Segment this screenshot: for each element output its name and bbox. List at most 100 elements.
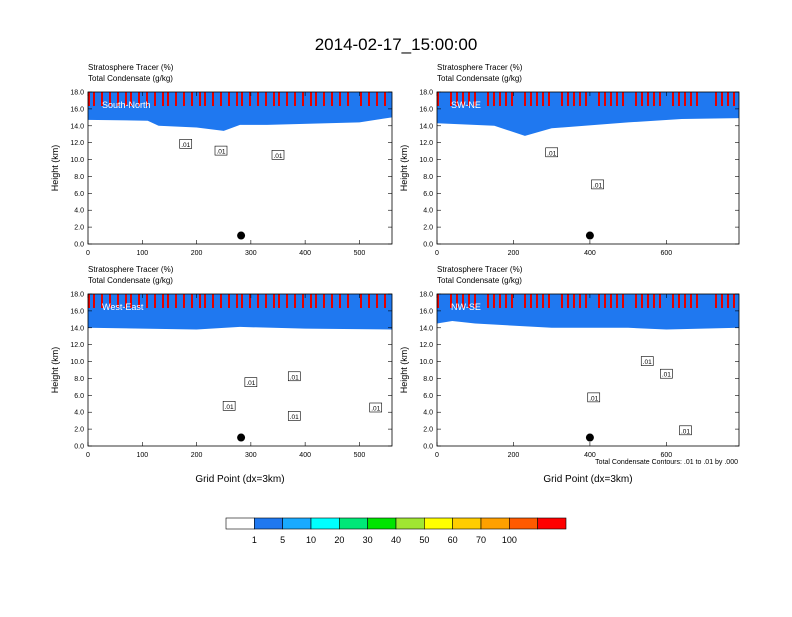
x-tick-label: 400 xyxy=(584,452,596,459)
panel-label-tracer: Stratosphere Tracer (%) xyxy=(88,63,174,72)
y-tick-label: 0.0 xyxy=(423,444,433,451)
contour-label: .01 xyxy=(589,395,598,402)
y-tick-label: 8.0 xyxy=(74,376,84,383)
tracer-stripe xyxy=(536,92,538,106)
tracer-band xyxy=(88,92,392,131)
tracer-stripe xyxy=(368,294,370,308)
tracer-stripe xyxy=(598,294,600,308)
contour-label-box xyxy=(244,377,258,387)
colorbar-swatch xyxy=(480,517,510,530)
colorbar-label: 5 xyxy=(280,535,285,545)
y-tick-label: 16.0 xyxy=(70,308,84,315)
x-tick-label: 100 xyxy=(136,452,148,459)
y-tick-label: 6.0 xyxy=(423,393,433,400)
tracer-stripe xyxy=(199,92,201,106)
contour-label-box xyxy=(640,356,654,366)
x-tick-label: 300 xyxy=(245,452,257,459)
tracer-stripe xyxy=(162,92,164,106)
y-tick-label: 16.0 xyxy=(70,106,84,113)
colorbar-swatch xyxy=(254,517,283,530)
panel-label-tracer: Stratosphere Tracer (%) xyxy=(88,265,174,274)
tracer-stripe xyxy=(175,92,177,106)
y-tick-label: 16.0 xyxy=(419,106,433,113)
location-marker xyxy=(585,433,594,442)
contour-label-box xyxy=(545,147,558,158)
panel-label-condensate: Total Condensate (g/kg) xyxy=(437,276,522,285)
tracer-stripe xyxy=(524,294,526,308)
tracer-stripe xyxy=(294,92,296,106)
panel-label-condensate: Total Condensate (g/kg) xyxy=(88,74,173,83)
tracer-stripe xyxy=(727,92,729,106)
tracer-stripe xyxy=(241,294,243,308)
tracer-stripe xyxy=(204,92,206,106)
tracer-stripe xyxy=(715,92,717,106)
tracer-stripe xyxy=(236,294,238,308)
y-tick-label: 8.0 xyxy=(423,174,433,181)
tracer-stripe xyxy=(474,92,476,106)
contour-label: .01 xyxy=(216,149,225,156)
tracer-stripe xyxy=(678,92,680,106)
tracer-stripe xyxy=(93,92,95,106)
tracer-stripe xyxy=(278,92,280,106)
tracer-stripe xyxy=(265,92,267,106)
y-tick-label: 4.0 xyxy=(74,208,84,215)
footer-note: Total Condensate Contours: .01 to .01 by… xyxy=(595,459,738,466)
tracer-stripe xyxy=(162,294,164,308)
tracer-stripe xyxy=(641,92,643,106)
colorbar-swatch xyxy=(282,517,312,530)
y-tick-label: 0.0 xyxy=(74,444,84,451)
tracer-stripe xyxy=(690,294,692,308)
tracer-stripe xyxy=(286,92,288,106)
tracer-stripe xyxy=(323,294,325,308)
contour-label: .01 xyxy=(371,406,380,413)
tracer-stripe xyxy=(622,92,624,106)
y-tick-label: 18.0 xyxy=(70,292,84,299)
panel-2: Stratosphere Tracer (%) Total Condensate … xyxy=(50,265,393,485)
tracer-stripe xyxy=(360,92,362,106)
tracer-stripe xyxy=(499,92,501,106)
tracer-stripe xyxy=(220,92,222,106)
tracer-stripe xyxy=(524,92,526,106)
tracer-stripe xyxy=(278,294,280,308)
y-tick-label: 14.0 xyxy=(419,325,433,332)
tracer-stripe xyxy=(493,294,495,308)
tracer-stripe xyxy=(678,294,680,308)
tracer-stripe xyxy=(339,92,341,106)
y-tick-label: 10.0 xyxy=(419,359,433,366)
panel-name: West-East xyxy=(102,302,144,312)
tracer-stripe xyxy=(212,294,214,308)
tracer-stripe xyxy=(437,92,439,106)
x-tick-label: 100 xyxy=(136,250,148,257)
tracer-stripe xyxy=(257,294,259,308)
x-axis-label: Grid Point (dx=3km) xyxy=(543,474,632,485)
tracer-stripe xyxy=(384,294,386,308)
tracer-stripe xyxy=(561,92,563,106)
tracer-stripe xyxy=(315,92,317,106)
tracer-stripe xyxy=(598,92,600,106)
panel-0: Stratosphere Tracer (%) Total Condensate … xyxy=(50,63,393,257)
tracer-stripe xyxy=(273,92,275,106)
x-tick-label: 500 xyxy=(354,452,366,459)
colorbar-swatch xyxy=(225,517,255,530)
tracer-stripe xyxy=(331,294,333,308)
tracer-stripe xyxy=(542,294,544,308)
tracer-stripe xyxy=(241,92,243,106)
tracer-stripe xyxy=(130,92,132,106)
location-marker xyxy=(585,231,594,240)
tracer-stripe xyxy=(653,92,655,106)
tracer-stripe xyxy=(536,294,538,308)
tracer-stripe xyxy=(499,294,501,308)
tracer-stripe xyxy=(579,294,581,308)
colorbar-swatch xyxy=(509,517,538,530)
y-axis-label: Height (km) xyxy=(50,347,60,394)
tracer-stripe xyxy=(659,294,661,308)
contour-label-box xyxy=(287,411,301,421)
x-tick-label: 0 xyxy=(435,250,439,257)
tracer-stripe xyxy=(567,294,569,308)
y-tick-label: 14.0 xyxy=(70,123,84,130)
tracer-stripe xyxy=(117,92,119,106)
x-tick-label: 400 xyxy=(299,452,311,459)
x-tick-label: 400 xyxy=(584,250,596,257)
tracer-stripe xyxy=(376,92,378,106)
tracer-stripe xyxy=(616,92,618,106)
